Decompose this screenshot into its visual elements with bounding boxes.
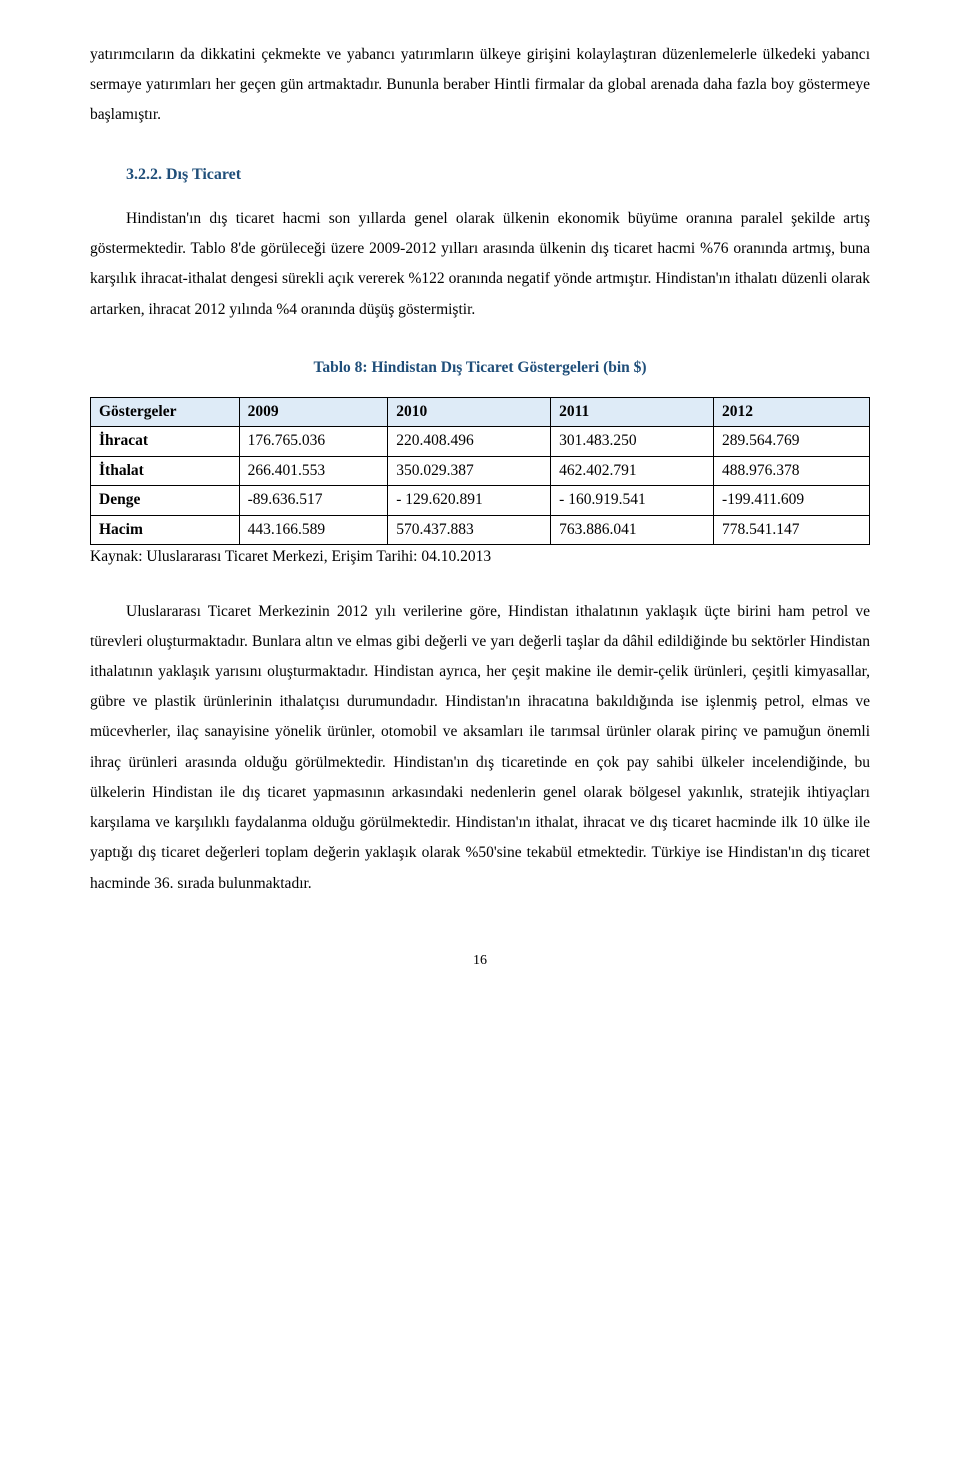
- table-cell: 266.401.553: [239, 456, 388, 485]
- intro-paragraph: yatırımcıların da dikkatini çekmekte ve …: [90, 40, 870, 131]
- table-cell: -89.636.517: [239, 486, 388, 515]
- page-number: 16: [90, 947, 870, 974]
- table-cell: -199.411.609: [714, 486, 870, 515]
- row-label: Denge: [91, 486, 240, 515]
- table-header-row: Göstergeler 2009 2010 2011 2012: [91, 397, 870, 426]
- table-row: İhracat 176.765.036 220.408.496 301.483.…: [91, 427, 870, 456]
- table-row: Hacim 443.166.589 570.437.883 763.886.04…: [91, 515, 870, 544]
- table-cell: 570.437.883: [388, 515, 551, 544]
- row-label: Hacim: [91, 515, 240, 544]
- table-cell: 763.886.041: [551, 515, 714, 544]
- table-source: Kaynak: Uluslararası Ticaret Merkezi, Er…: [90, 545, 870, 568]
- row-label: İthalat: [91, 456, 240, 485]
- table-cell: - 160.919.541: [551, 486, 714, 515]
- table-cell: 220.408.496: [388, 427, 551, 456]
- col-header: 2009: [239, 397, 388, 426]
- table-cell: 462.402.791: [551, 456, 714, 485]
- col-header: Göstergeler: [91, 397, 240, 426]
- table-cell: 301.483.250: [551, 427, 714, 456]
- table-cell: 176.765.036: [239, 427, 388, 456]
- section-heading: 3.2.2. Dış Ticaret: [126, 159, 870, 190]
- foreign-trade-table: Göstergeler 2009 2010 2011 2012 İhracat …: [90, 397, 870, 545]
- table-cell: 350.029.387: [388, 456, 551, 485]
- col-header: 2012: [714, 397, 870, 426]
- table-cell: 778.541.147: [714, 515, 870, 544]
- body-paragraph-2: Uluslararası Ticaret Merkezinin 2012 yıl…: [90, 597, 870, 899]
- col-header: 2011: [551, 397, 714, 426]
- table-title: Tablo 8: Hindistan Dış Ticaret Göstergel…: [90, 353, 870, 383]
- table-row: İthalat 266.401.553 350.029.387 462.402.…: [91, 456, 870, 485]
- table-cell: 488.976.378: [714, 456, 870, 485]
- col-header: 2010: [388, 397, 551, 426]
- row-label: İhracat: [91, 427, 240, 456]
- table-row: Denge -89.636.517 - 129.620.891 - 160.91…: [91, 486, 870, 515]
- table-cell: 443.166.589: [239, 515, 388, 544]
- table-cell: - 129.620.891: [388, 486, 551, 515]
- body-paragraph-1: Hindistan'ın dış ticaret hacmi son yılla…: [90, 204, 870, 325]
- table-cell: 289.564.769: [714, 427, 870, 456]
